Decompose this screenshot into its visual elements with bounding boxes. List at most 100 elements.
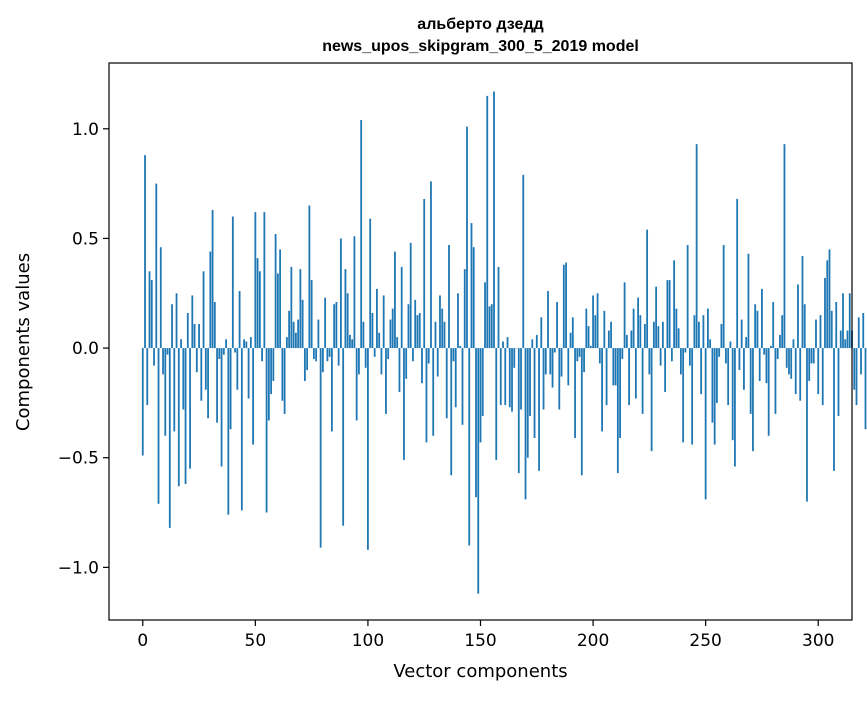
bar (295, 333, 297, 348)
bar (653, 322, 655, 348)
bar (223, 348, 225, 355)
bar (158, 348, 160, 504)
bar (709, 339, 711, 348)
bar (714, 348, 716, 444)
bar (149, 271, 151, 348)
bar (160, 247, 162, 348)
bar (360, 120, 362, 348)
bar (770, 346, 772, 348)
bar (263, 212, 265, 348)
bar (824, 278, 826, 348)
bar (358, 348, 360, 374)
bar (545, 348, 547, 374)
bar (829, 249, 831, 348)
bar (617, 348, 619, 473)
bar (531, 339, 533, 348)
bar (495, 348, 497, 460)
bar (612, 348, 614, 385)
bar (811, 348, 813, 363)
bar (142, 348, 144, 455)
bar (403, 348, 405, 460)
bar (185, 348, 187, 484)
bar (725, 348, 727, 363)
bar (178, 348, 180, 486)
bar (675, 309, 677, 348)
bar (214, 302, 216, 348)
bar (399, 348, 401, 392)
bar (680, 348, 682, 374)
bar (453, 348, 455, 361)
bar (779, 335, 781, 348)
bar (511, 348, 513, 412)
bar (543, 348, 545, 409)
bar (311, 280, 313, 348)
bar (324, 298, 326, 348)
bar (786, 348, 788, 368)
bar (317, 320, 319, 349)
bar (844, 339, 846, 348)
bar (480, 348, 482, 442)
bar (401, 267, 403, 348)
bar (822, 348, 824, 405)
bar (775, 348, 777, 414)
bar (345, 269, 347, 348)
bar (182, 348, 184, 409)
bar (349, 335, 351, 348)
bar (308, 206, 310, 349)
bar (272, 348, 274, 381)
bar (486, 96, 488, 348)
bar (619, 348, 621, 438)
bar (327, 348, 329, 361)
bar (484, 282, 486, 348)
bar (581, 348, 583, 475)
bar (761, 289, 763, 348)
bar (435, 322, 437, 348)
bar (671, 348, 673, 361)
bar (261, 348, 263, 361)
x-tick-label: 150 (464, 631, 496, 651)
bar (840, 331, 842, 349)
bar (732, 348, 734, 440)
bar (684, 348, 686, 352)
bar (293, 322, 295, 348)
bar (651, 348, 653, 451)
bar (536, 335, 538, 348)
bar (164, 348, 166, 436)
bar (459, 346, 461, 348)
bar (410, 243, 412, 348)
bar (538, 348, 540, 471)
bar (281, 348, 283, 401)
bar (412, 348, 414, 361)
bar (788, 348, 790, 374)
bar (313, 348, 315, 359)
bar (601, 348, 603, 431)
bar (320, 348, 322, 548)
bar (657, 326, 659, 348)
bar (635, 348, 637, 398)
x-axis-label: Vector components (393, 661, 567, 682)
bar (820, 315, 822, 348)
bar (162, 348, 164, 374)
bar (833, 348, 835, 471)
bar (482, 348, 484, 416)
bar (315, 348, 317, 361)
bar (642, 348, 644, 414)
bar (423, 199, 425, 348)
bar (189, 348, 191, 469)
x-tick-label: 200 (577, 631, 609, 651)
bar (689, 348, 691, 366)
bar (374, 348, 376, 357)
bar (739, 348, 741, 370)
bar (196, 348, 198, 372)
chart-title-line1: альберто дзедд (417, 16, 543, 33)
bar (721, 324, 723, 348)
y-tick-label: −1.0 (58, 558, 99, 578)
bar (563, 265, 565, 348)
bar (363, 322, 365, 348)
bar (259, 271, 261, 348)
bar (552, 348, 554, 387)
bar (655, 287, 657, 348)
bar (347, 293, 349, 348)
bar (155, 184, 157, 348)
